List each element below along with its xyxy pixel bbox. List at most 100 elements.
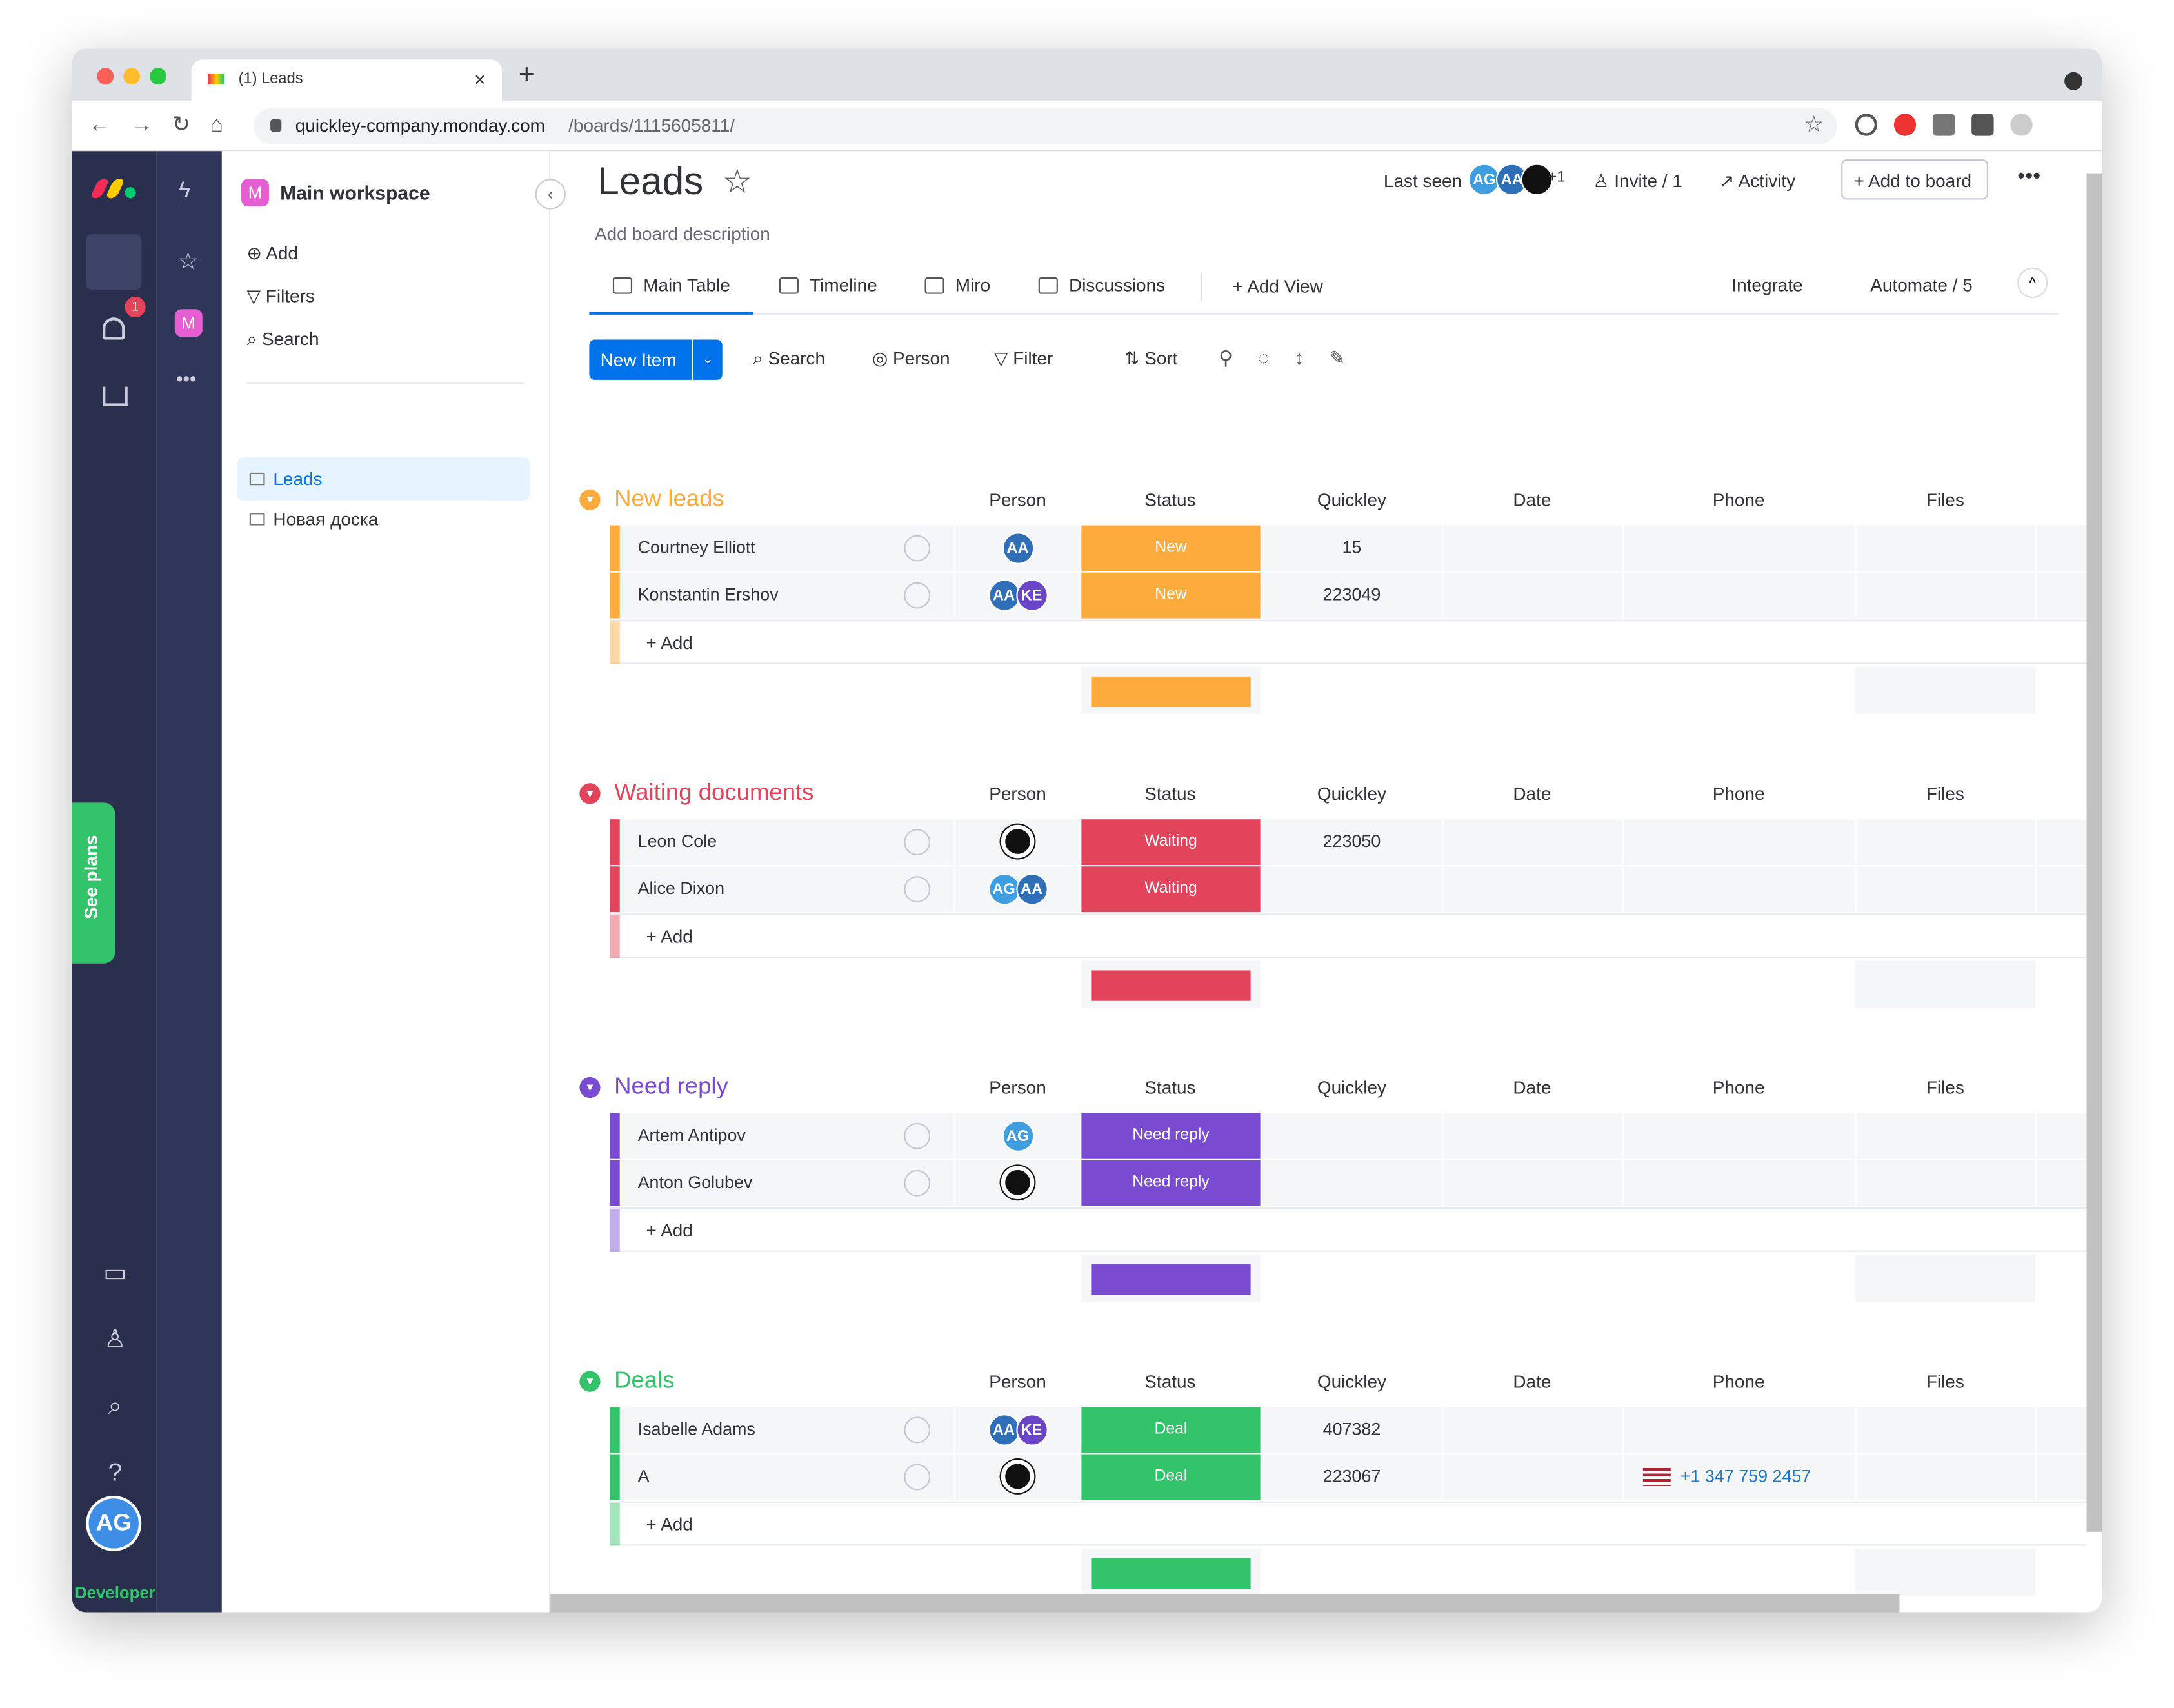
tool-sort[interactable]: ⇅ Sort bbox=[1124, 348, 1178, 369]
close-dot[interactable] bbox=[97, 68, 114, 85]
item-name[interactable]: Isabelle Adams bbox=[637, 1419, 755, 1439]
group-name[interactable]: Deals bbox=[614, 1367, 675, 1393]
automate[interactable]: Automate / 5 bbox=[1870, 274, 1973, 295]
bell-icon[interactable] bbox=[103, 317, 125, 340]
invite[interactable]: ♙ Invite / 1 bbox=[1593, 170, 1682, 192]
comment-icon[interactable] bbox=[904, 535, 931, 562]
inbox-icon[interactable] bbox=[103, 386, 128, 406]
comment-icon[interactable] bbox=[904, 582, 931, 609]
view-tab[interactable]: Miro bbox=[955, 274, 991, 295]
activity[interactable]: ↗ Activity bbox=[1719, 170, 1796, 192]
default-avatar[interactable] bbox=[1001, 1166, 1035, 1200]
item-name[interactable]: A bbox=[637, 1466, 650, 1486]
tool-icons[interactable]: ⚲◌↕✎ bbox=[1219, 346, 1371, 369]
avatar[interactable]: AG bbox=[1001, 1120, 1034, 1152]
ws-action[interactable]: ⌕ Search bbox=[246, 328, 319, 350]
avatar[interactable]: AA bbox=[988, 579, 1020, 611]
group-name[interactable]: Need reply bbox=[614, 1073, 728, 1100]
status-cell[interactable]: New bbox=[1081, 525, 1261, 571]
avatar[interactable]: AA bbox=[1001, 532, 1034, 564]
last-seen-avatars[interactable]: AG AA +1 bbox=[1468, 163, 1565, 197]
row[interactable]: Konstantin Ershov AA KE New 223049 bbox=[610, 572, 2087, 619]
comment-icon[interactable] bbox=[904, 1464, 931, 1491]
avatar[interactable]: KE bbox=[1015, 1414, 1048, 1446]
add-row[interactable]: + Add bbox=[610, 913, 2087, 958]
group-toggle[interactable]: ▼ bbox=[579, 783, 601, 804]
group-toggle[interactable]: ▼ bbox=[579, 489, 601, 510]
integrate[interactable]: Integrate bbox=[1731, 274, 1803, 295]
collapse-btn[interactable]: ‹ bbox=[535, 179, 566, 210]
tab[interactable]: (1) Leads × bbox=[191, 59, 503, 101]
see-plans[interactable]: See plans bbox=[72, 802, 115, 964]
status-cell[interactable]: Need reply bbox=[1081, 1113, 1261, 1159]
more-icon[interactable]: ••• bbox=[175, 367, 197, 390]
ws-action[interactable]: ▽ Filters bbox=[246, 285, 315, 306]
max-dot[interactable] bbox=[150, 68, 166, 85]
status-cell[interactable]: Deal bbox=[1081, 1407, 1261, 1453]
boards-icon[interactable] bbox=[86, 234, 142, 290]
tab-menu[interactable] bbox=[2064, 72, 2083, 90]
avatar[interactable]: AG bbox=[988, 873, 1020, 906]
board-description[interactable]: Add board description bbox=[595, 223, 770, 244]
row[interactable]: Isabelle Adams AA KE Deal 407382 bbox=[610, 1407, 2087, 1453]
add-view[interactable]: + Add View bbox=[1232, 275, 1323, 297]
item-name[interactable]: Courtney Elliott bbox=[637, 537, 755, 557]
view-tab[interactable]: Timeline bbox=[810, 274, 877, 295]
ws-action[interactable]: ⊕ Add bbox=[246, 243, 298, 264]
row[interactable]: Alice Dixon AG AA Waiting bbox=[610, 866, 2087, 913]
phone-cell[interactable]: +1 347 759 2457 bbox=[1680, 1466, 1811, 1486]
extensions[interactable] bbox=[1855, 114, 2077, 139]
view-tab[interactable]: Main Table bbox=[643, 274, 730, 295]
logo[interactable] bbox=[90, 179, 136, 199]
item-name[interactable]: Artem Antipov bbox=[637, 1126, 746, 1146]
row[interactable]: Artem Antipov AG Need reply bbox=[610, 1113, 2087, 1159]
status-cell[interactable]: Deal bbox=[1081, 1454, 1261, 1500]
nav-buttons[interactable]: ←→↻⌂ bbox=[88, 114, 243, 137]
bolt-icon[interactable]: ϟ bbox=[179, 179, 191, 203]
tab-close[interactable]: × bbox=[474, 68, 486, 90]
avatar[interactable]: KE bbox=[1015, 579, 1048, 611]
comment-icon[interactable] bbox=[904, 829, 931, 856]
status-cell[interactable]: New bbox=[1081, 572, 1261, 619]
star-icon[interactable]: ☆ bbox=[1804, 114, 1824, 137]
min-dot[interactable] bbox=[123, 68, 141, 85]
avatar[interactable]: AA bbox=[988, 1414, 1020, 1446]
add-row[interactable]: + Add bbox=[610, 619, 2087, 664]
user-avatar[interactable]: AG bbox=[86, 1495, 142, 1551]
group-toggle[interactable]: ▼ bbox=[579, 1077, 601, 1098]
collapse[interactable]: ^ bbox=[2017, 267, 2048, 299]
url-field[interactable]: quickley-company.monday.com /boards/1115… bbox=[254, 108, 1837, 144]
status-cell[interactable]: Waiting bbox=[1081, 819, 1261, 866]
more-menu[interactable]: ••• bbox=[2017, 164, 2041, 189]
group-name[interactable]: New leads bbox=[614, 485, 724, 512]
item-name[interactable]: Leon Cole bbox=[637, 831, 717, 851]
rail-icons[interactable]: ▭ ♙ ⌕? bbox=[103, 1258, 127, 1486]
group-toggle[interactable]: ▼ bbox=[579, 1371, 601, 1392]
new-tab[interactable]: + bbox=[518, 59, 535, 90]
comment-icon[interactable] bbox=[904, 1122, 931, 1149]
board-link[interactable]: Новая доска bbox=[237, 498, 530, 541]
board-link[interactable]: Leads bbox=[237, 457, 530, 501]
add-row[interactable]: + Add bbox=[610, 1501, 2087, 1546]
fav-icon[interactable]: ☆ bbox=[177, 248, 199, 275]
status-cell[interactable]: Need reply bbox=[1081, 1160, 1261, 1206]
add-to-board[interactable]: + Add to board bbox=[1841, 159, 1988, 200]
row[interactable]: Courtney Elliott AA New 15 bbox=[610, 525, 2087, 571]
comment-icon[interactable] bbox=[904, 1169, 931, 1197]
fav-star[interactable]: ☆ bbox=[722, 163, 752, 201]
tool-search[interactable]: ⌕ Search bbox=[753, 348, 826, 369]
comment-icon[interactable] bbox=[904, 876, 931, 903]
view-tab[interactable]: Discussions bbox=[1069, 274, 1166, 295]
comment-icon[interactable] bbox=[904, 1416, 931, 1444]
default-avatar[interactable] bbox=[1001, 1460, 1035, 1493]
add-row[interactable]: + Add bbox=[610, 1207, 2087, 1252]
group-name[interactable]: Waiting documents bbox=[614, 779, 814, 806]
row[interactable]: A Deal 223067 +1 347 759 2457 bbox=[610, 1454, 2087, 1500]
workspace-name[interactable]: Main workspace bbox=[280, 181, 430, 204]
row[interactable]: Leon Cole Waiting 223050 bbox=[610, 819, 2087, 866]
row[interactable]: Anton Golubev Need reply bbox=[610, 1160, 2087, 1206]
item-name[interactable]: Anton Golubev bbox=[637, 1173, 753, 1193]
avatar[interactable]: AA bbox=[1015, 873, 1048, 906]
item-name[interactable]: Konstantin Ershov bbox=[637, 584, 779, 605]
workspace-icon[interactable]: M bbox=[174, 309, 203, 337]
